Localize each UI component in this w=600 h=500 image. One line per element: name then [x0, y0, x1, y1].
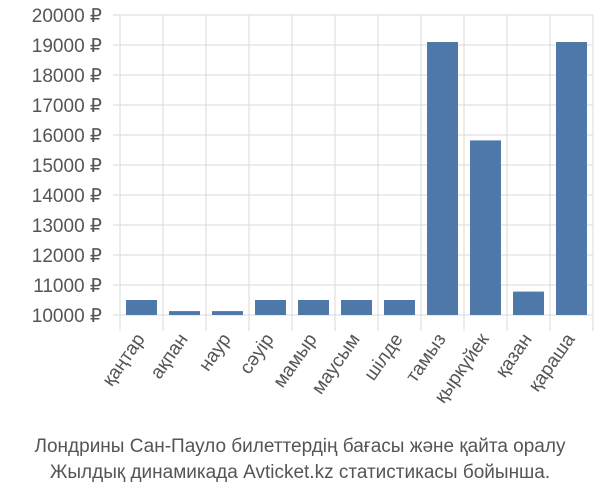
chart-caption-line1: Лондрины Сан-Пауло билеттердің бағасы жә… [34, 436, 566, 457]
chart-caption-line2: Жылдық динамикада Avticket.kz статистика… [49, 462, 551, 483]
y-tick-label: 11000 ₽ [33, 276, 102, 297]
y-tick-label: 12000 ₽ [32, 246, 102, 267]
y-tick-label: 18000 ₽ [32, 66, 102, 87]
bar [298, 300, 329, 315]
bar [212, 311, 243, 315]
x-tick-label: ақпан [147, 330, 193, 383]
y-tick-label: 14000 ₽ [32, 186, 102, 207]
x-tick-label: қазан [492, 330, 537, 382]
bar [384, 300, 415, 315]
y-tick-label: 20000 ₽ [32, 6, 102, 27]
bar [255, 300, 286, 315]
bar [341, 300, 372, 315]
y-tick-label: 16000 ₽ [32, 126, 102, 147]
bar [126, 300, 157, 315]
bar [513, 291, 544, 315]
y-tick-label: 10000 ₽ [32, 306, 102, 327]
x-tick-label: наур [195, 330, 236, 375]
y-tick-label: 17000 ₽ [32, 96, 102, 117]
y-tick-label: 15000 ₽ [32, 156, 102, 177]
bar [169, 311, 200, 315]
x-tick-label: қаңтар [99, 330, 150, 390]
x-tick-label: сәуір [236, 330, 279, 378]
y-tick-label: 13000 ₽ [32, 216, 102, 237]
y-tick-label: 19000 ₽ [32, 36, 102, 57]
bar [470, 140, 501, 315]
bar [556, 42, 587, 315]
bar [427, 42, 458, 315]
x-tick-label: шілде [360, 330, 407, 385]
